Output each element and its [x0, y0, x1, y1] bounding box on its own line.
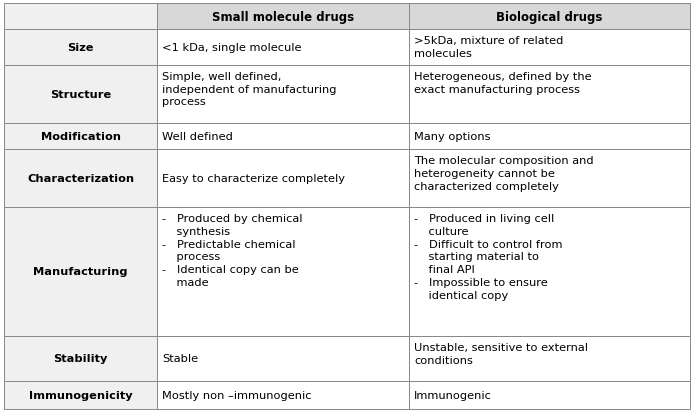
Text: Structure: Structure [50, 90, 111, 100]
Bar [158, 381, 409, 409]
Bar [158, 336, 409, 381]
Bar [409, 150, 690, 207]
Text: Stable: Stable [162, 354, 198, 363]
Text: Heterogeneous, defined by the
exact manufacturing process: Heterogeneous, defined by the exact manu… [414, 71, 592, 94]
Text: -   Produced in living cell
    culture
-   Difficult to control from
    starti: - Produced in living cell culture - Diff… [414, 214, 563, 300]
Bar [409, 4, 690, 30]
Text: Unstable, sensitive to external
conditions: Unstable, sensitive to external conditio… [414, 342, 589, 365]
Bar [158, 123, 409, 150]
Text: Mostly non –immunogenic: Mostly non –immunogenic [162, 390, 312, 400]
Bar [158, 4, 409, 30]
Bar [4, 30, 158, 66]
Bar [409, 336, 690, 381]
Text: <1 kDa, single molecule: <1 kDa, single molecule [162, 43, 302, 53]
Text: Biological drugs: Biological drugs [496, 11, 603, 24]
Text: Characterization: Characterization [27, 173, 134, 183]
Bar [158, 30, 409, 66]
Bar [158, 66, 409, 123]
Bar [4, 207, 158, 336]
Bar [4, 336, 158, 381]
Bar [409, 66, 690, 123]
Text: Immunogenicity: Immunogenicity [28, 390, 133, 400]
Bar [4, 4, 158, 30]
Text: Size: Size [67, 43, 94, 53]
Bar [409, 123, 690, 150]
Bar [4, 381, 158, 409]
Bar [158, 150, 409, 207]
Bar [409, 207, 690, 336]
Bar [4, 150, 158, 207]
Bar [409, 381, 690, 409]
Bar [409, 30, 690, 66]
Text: Stability: Stability [53, 354, 108, 363]
Text: Many options: Many options [414, 131, 491, 142]
Bar [4, 123, 158, 150]
Text: Easy to characterize completely: Easy to characterize completely [162, 173, 345, 183]
Text: Simple, well defined,
independent of manufacturing
process: Simple, well defined, independent of man… [162, 71, 337, 107]
Bar [158, 207, 409, 336]
Bar [4, 66, 158, 123]
Text: Small molecule drugs: Small molecule drugs [212, 11, 355, 24]
Text: -   Produced by chemical
    synthesis
-   Predictable chemical
    process
-   : - Produced by chemical synthesis - Predi… [162, 214, 303, 287]
Text: Well defined: Well defined [162, 131, 233, 142]
Text: Manufacturing: Manufacturing [33, 267, 128, 277]
Text: >5kDa, mixture of related
molecules: >5kDa, mixture of related molecules [414, 36, 564, 59]
Text: Modification: Modification [41, 131, 121, 142]
Text: The molecular composition and
heterogeneity cannot be
characterized completely: The molecular composition and heterogene… [414, 156, 594, 191]
Text: Immunogenic: Immunogenic [414, 390, 492, 400]
